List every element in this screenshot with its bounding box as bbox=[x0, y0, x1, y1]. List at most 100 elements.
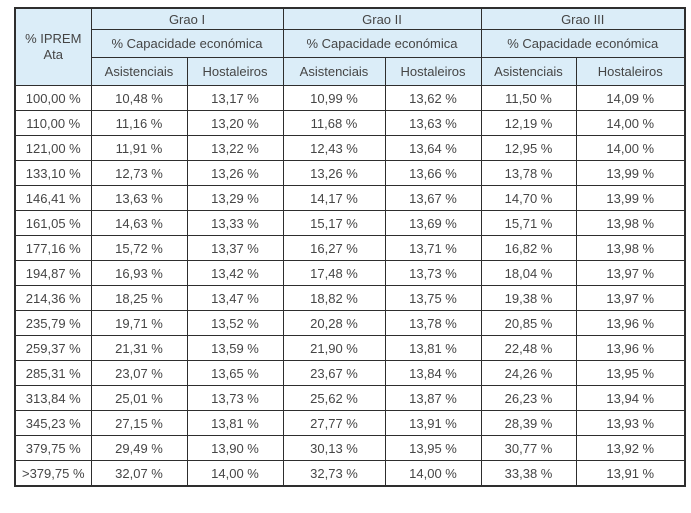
group-header-grao-2: Grao II bbox=[282, 7, 482, 30]
col-header-asistenciais-grao-3: Asistenciais bbox=[480, 57, 577, 86]
value-cell: 13,65 % bbox=[186, 360, 284, 386]
value-cell: 15,71 % bbox=[480, 210, 577, 236]
value-cell: 13,81 % bbox=[186, 410, 284, 436]
value-cell: 13,62 % bbox=[384, 85, 482, 111]
value-cell: 15,17 % bbox=[282, 210, 386, 236]
value-cell: 14,00 % bbox=[575, 110, 686, 136]
table-row: >379,75 % 32,07 % 14,00 % 32,73 % 14,00 % 33,… bbox=[14, 460, 686, 487]
table-row: 345,23 % 27,15 % 13,81 % 27,77 % 13,91 % 28,3… bbox=[14, 410, 686, 436]
header-row-groups: % IPREM Ata Grao I Grao II Grao III bbox=[14, 7, 686, 86]
value-cell: 30,77 % bbox=[480, 435, 577, 461]
value-cell: 18,04 % bbox=[480, 260, 577, 286]
value-cell: 14,63 % bbox=[90, 210, 188, 236]
value-cell: 13,37 % bbox=[186, 235, 284, 261]
value-cell: 12,73 % bbox=[90, 160, 188, 186]
table-row: 100,00 % 10,48 % 13,17 % 10,99 % 13,62 % 11,5… bbox=[14, 85, 686, 111]
value-cell: 13,93 % bbox=[575, 410, 686, 436]
value-cell: 13,20 % bbox=[186, 110, 284, 136]
header-row-subtitle: % Capacidade económica % Capacidade econ… bbox=[15, 29, 686, 58]
iprem-cell: 313,84 % bbox=[14, 385, 92, 411]
value-cell: 13,84 % bbox=[384, 360, 482, 386]
value-cell: 14,17 % bbox=[282, 185, 386, 211]
value-cell: 18,25 % bbox=[90, 285, 188, 311]
value-cell: 13,95 % bbox=[384, 435, 482, 461]
value-cell: 13,29 % bbox=[186, 185, 284, 211]
capacidade-economica-table: % IPREM Ata Grao I Grao II Grao III % Ca… bbox=[14, 7, 686, 487]
value-cell: 13,26 % bbox=[186, 160, 284, 186]
value-cell: 13,98 % bbox=[575, 210, 686, 236]
table-row: 214,36 % 18,25 % 13,47 % 18,82 % 13,75 % 19,3… bbox=[14, 285, 686, 311]
value-cell: 13,92 % bbox=[575, 435, 686, 461]
value-cell: 13,71 % bbox=[384, 235, 482, 261]
value-cell: 13,95 % bbox=[575, 360, 686, 386]
iprem-cell: >379,75 % bbox=[14, 460, 92, 487]
value-cell: 13,99 % bbox=[575, 185, 686, 211]
iprem-cell: 285,31 % bbox=[14, 360, 92, 386]
value-cell: 25,62 % bbox=[282, 385, 386, 411]
table-row: 285,31 % 23,07 % 13,65 % 23,67 % 13,84 % 24,2… bbox=[14, 360, 686, 386]
value-cell: 16,82 % bbox=[480, 235, 577, 261]
subheader-capacidade-grao-2: % Capacidade económica bbox=[282, 29, 482, 58]
value-cell: 14,00 % bbox=[186, 460, 284, 487]
subheader-capacidade-grao-1: % Capacidade económica bbox=[90, 29, 284, 58]
table-row: 146,41 % 13,63 % 13,29 % 14,17 % 13,67 % 14,7… bbox=[14, 185, 686, 211]
value-cell: 13,66 % bbox=[384, 160, 482, 186]
value-cell: 13,97 % bbox=[575, 285, 686, 311]
value-cell: 13,59 % bbox=[186, 335, 284, 361]
iprem-cell: 235,79 % bbox=[14, 310, 92, 336]
value-cell: 21,31 % bbox=[90, 335, 188, 361]
value-cell: 13,97 % bbox=[575, 260, 686, 286]
value-cell: 13,64 % bbox=[384, 135, 482, 161]
header-row-columns: Asistenciais Hostaleiros Asistenciais Ho… bbox=[15, 57, 686, 86]
value-cell: 13,22 % bbox=[186, 135, 284, 161]
value-cell: 13,73 % bbox=[186, 385, 284, 411]
value-cell: 13,67 % bbox=[384, 185, 482, 211]
value-cell: 12,19 % bbox=[480, 110, 577, 136]
value-cell: 16,93 % bbox=[90, 260, 188, 286]
col-header-asistenciais-grao-1: Asistenciais bbox=[90, 57, 188, 86]
value-cell: 19,71 % bbox=[90, 310, 188, 336]
iprem-cell: 345,23 % bbox=[14, 410, 92, 436]
value-cell: 13,81 % bbox=[384, 335, 482, 361]
table-body: 100,00 % 10,48 % 13,17 % 10,99 % 13,62 % 11,5… bbox=[14, 85, 686, 487]
value-cell: 13,96 % bbox=[575, 310, 686, 336]
value-cell: 13,63 % bbox=[384, 110, 482, 136]
value-cell: 13,75 % bbox=[384, 285, 482, 311]
table-row: 133,10 % 12,73 % 13,26 % 13,26 % 13,66 % 13,7… bbox=[14, 160, 686, 186]
value-cell: 27,15 % bbox=[90, 410, 188, 436]
col-header-asistenciais-grao-2: Asistenciais bbox=[282, 57, 386, 86]
value-cell: 13,52 % bbox=[186, 310, 284, 336]
value-cell: 14,00 % bbox=[384, 460, 482, 487]
value-cell: 23,67 % bbox=[282, 360, 386, 386]
value-cell: 13,98 % bbox=[575, 235, 686, 261]
value-cell: 11,68 % bbox=[282, 110, 386, 136]
value-cell: 14,09 % bbox=[575, 85, 686, 111]
value-cell: 13,78 % bbox=[384, 310, 482, 336]
value-cell: 13,42 % bbox=[186, 260, 284, 286]
value-cell: 13,26 % bbox=[282, 160, 386, 186]
value-cell: 13,33 % bbox=[186, 210, 284, 236]
table-row: 379,75 % 29,49 % 13,90 % 30,13 % 13,95 % 30,7… bbox=[14, 435, 686, 461]
value-cell: 20,85 % bbox=[480, 310, 577, 336]
iprem-cell: 121,00 % bbox=[14, 135, 92, 161]
col-header-hostaleiros-grao-3: Hostaleiros bbox=[575, 57, 686, 86]
group-header-grao-3: Grao III bbox=[480, 7, 686, 30]
iprem-cell: 146,41 % bbox=[14, 185, 92, 211]
iprem-cell: 379,75 % bbox=[14, 435, 92, 461]
iprem-cell: 214,36 % bbox=[14, 285, 92, 311]
value-cell: 13,99 % bbox=[575, 160, 686, 186]
table-row: 235,79 % 19,71 % 13,52 % 20,28 % 13,78 % 20,8… bbox=[14, 310, 686, 336]
value-cell: 17,48 % bbox=[282, 260, 386, 286]
value-cell: 23,07 % bbox=[90, 360, 188, 386]
table-row: 110,00 % 11,16 % 13,20 % 11,68 % 13,63 % 12,1… bbox=[14, 110, 686, 136]
value-cell: 32,07 % bbox=[90, 460, 188, 487]
iprem-cell: 110,00 % bbox=[14, 110, 92, 136]
value-cell: 22,48 % bbox=[480, 335, 577, 361]
value-cell: 28,39 % bbox=[480, 410, 577, 436]
iprem-cell: 100,00 % bbox=[14, 85, 92, 111]
col-header-hostaleiros-grao-1: Hostaleiros bbox=[186, 57, 284, 86]
value-cell: 27,77 % bbox=[282, 410, 386, 436]
value-cell: 16,27 % bbox=[282, 235, 386, 261]
value-cell: 19,38 % bbox=[480, 285, 577, 311]
value-cell: 13,90 % bbox=[186, 435, 284, 461]
